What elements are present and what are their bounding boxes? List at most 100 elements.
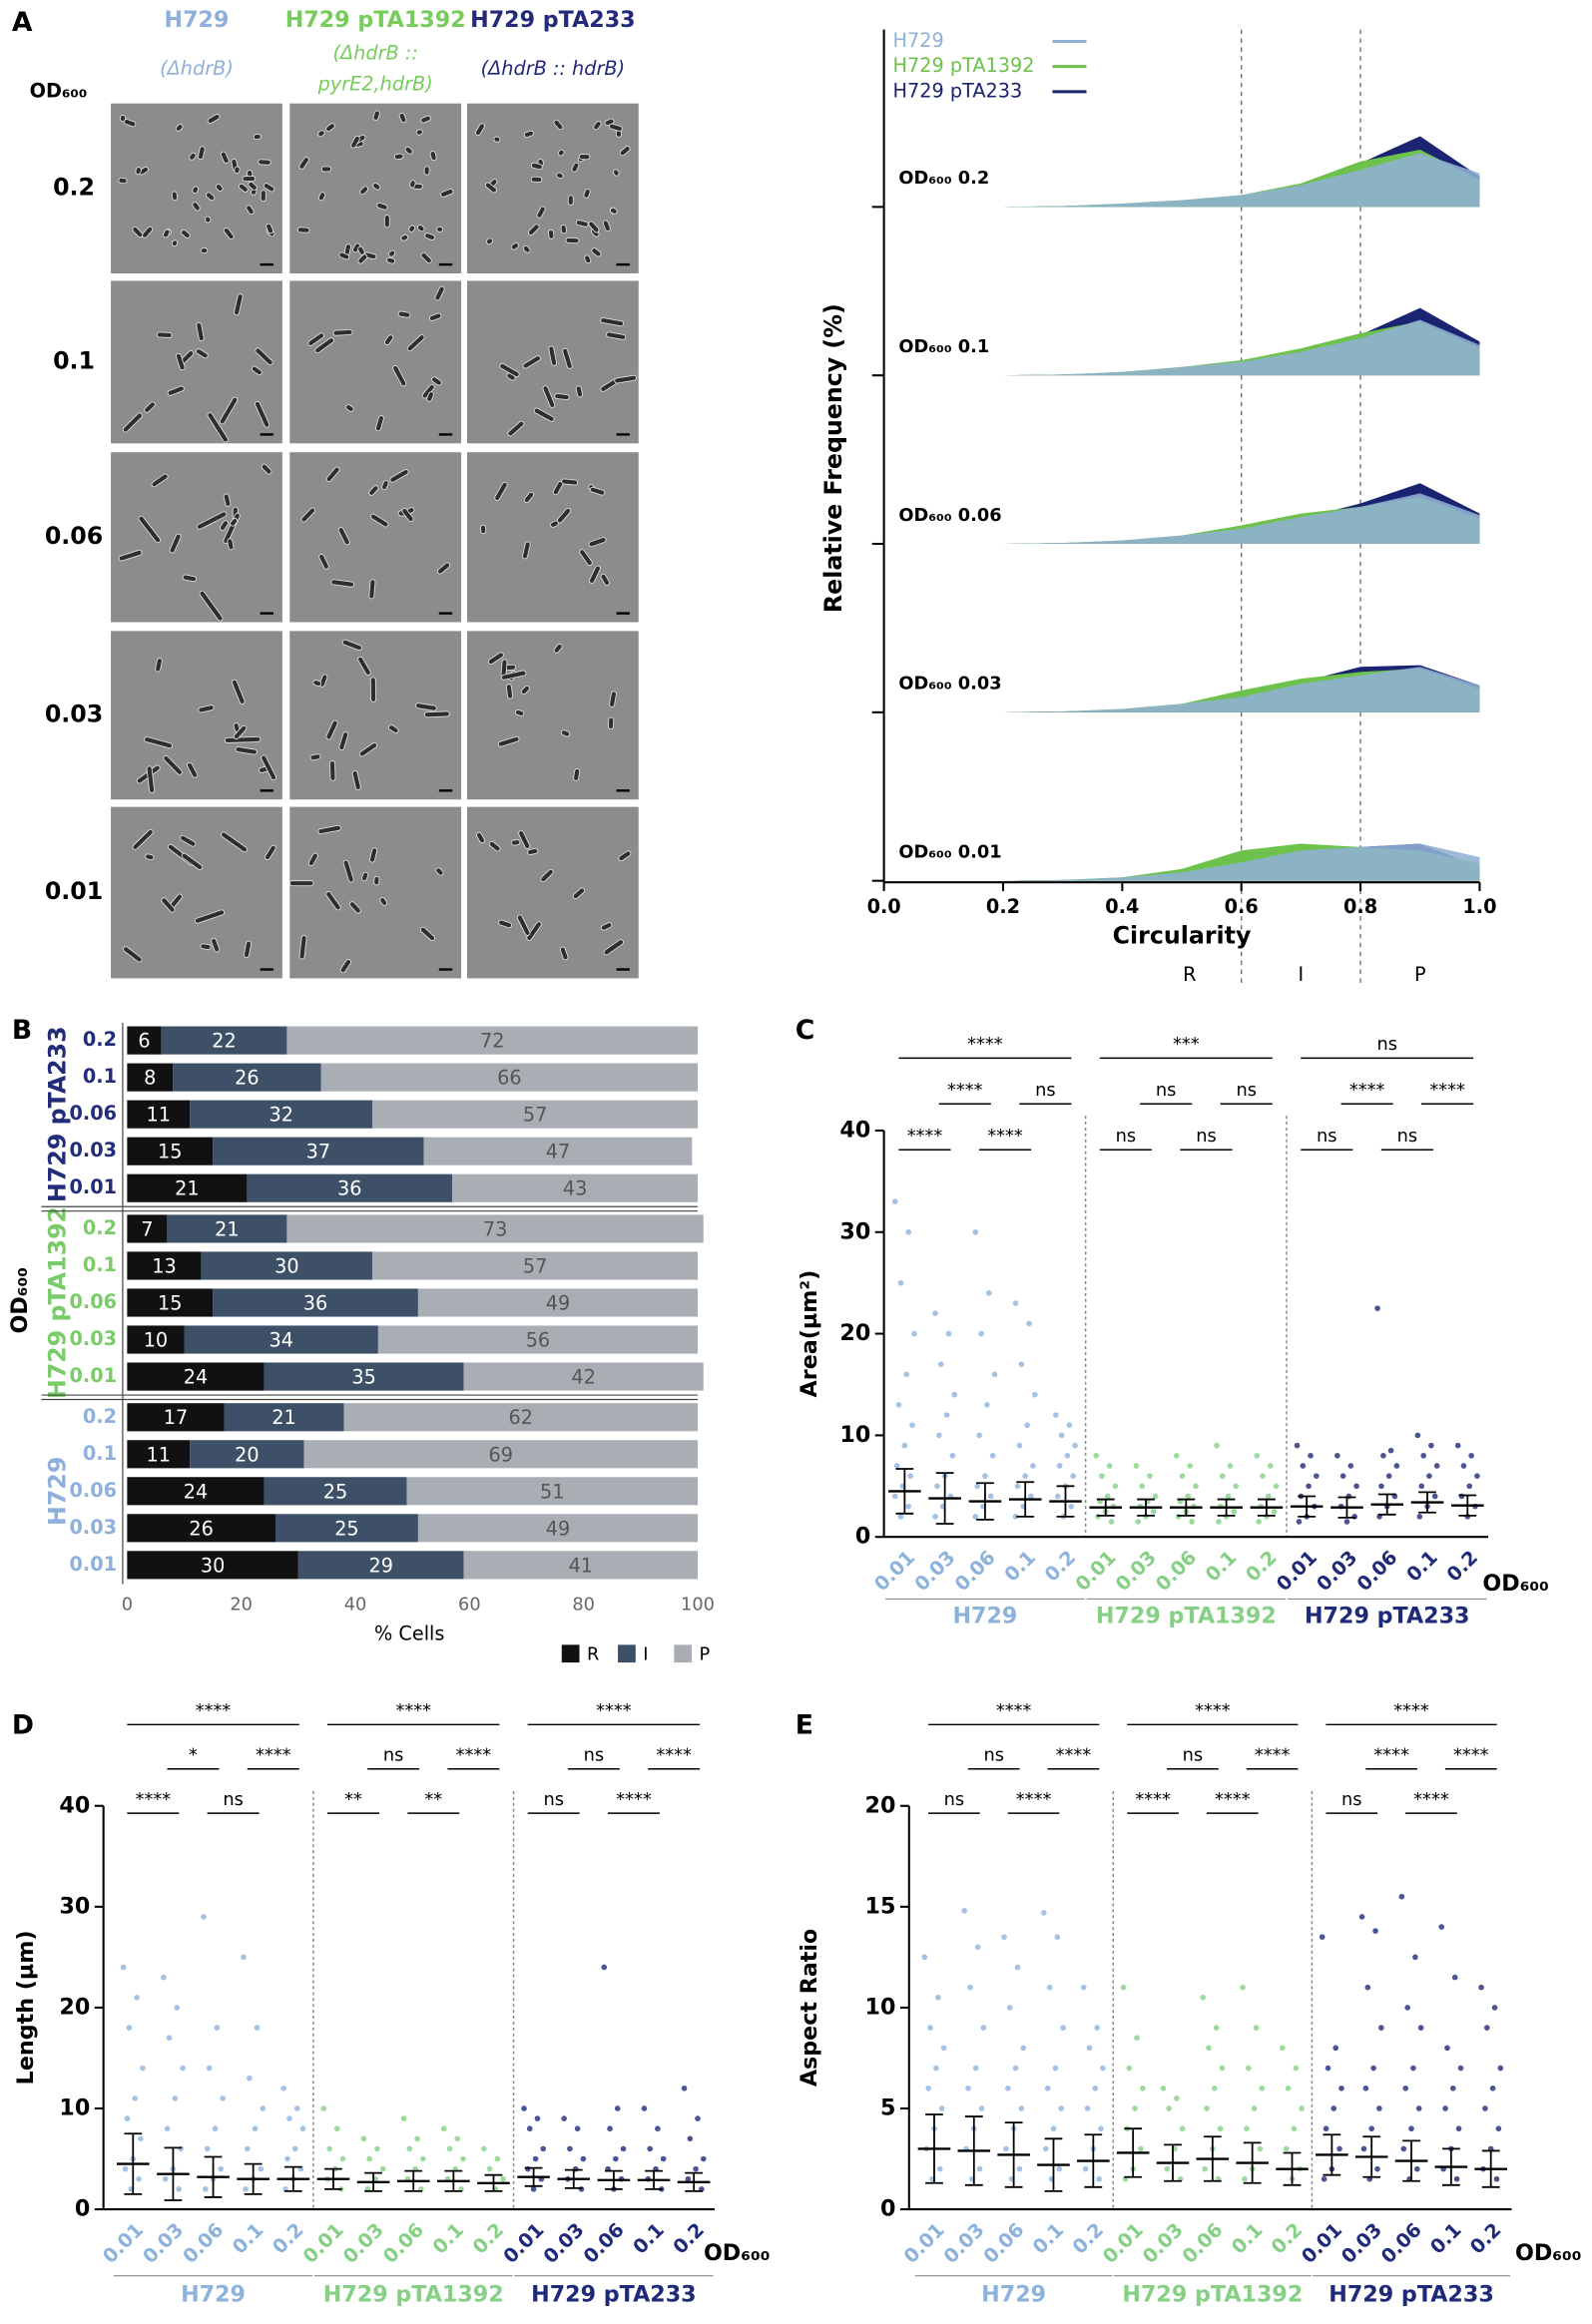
- significance-label: ****: [1215, 1790, 1251, 1810]
- data-point: [1332, 2045, 1339, 2052]
- data-point: [400, 2115, 407, 2121]
- data-point: [1120, 1984, 1127, 1991]
- data-point: [1438, 1924, 1445, 1930]
- bar-segment: [127, 1403, 225, 1432]
- data-point: [379, 2165, 386, 2172]
- data-point: [1325, 2065, 1331, 2072]
- cell: [523, 491, 535, 504]
- data-point: [1093, 1452, 1099, 1459]
- data-point: [607, 2125, 613, 2132]
- data-point: [601, 1964, 608, 1971]
- micrograph: [111, 452, 282, 623]
- cell: [296, 227, 310, 233]
- cell: [196, 321, 205, 342]
- data-point: [1267, 1463, 1274, 1469]
- cell: [416, 225, 425, 232]
- cell: [434, 285, 445, 301]
- data-point: [247, 2075, 253, 2082]
- bar-value-label: 72: [480, 1030, 505, 1053]
- data-point: [124, 2115, 131, 2121]
- cell: [196, 348, 209, 359]
- cell: [401, 508, 414, 523]
- data-point: [1412, 1954, 1418, 1961]
- cell: [156, 331, 173, 338]
- bar-segment: [213, 1288, 418, 1317]
- y-tick-label: 0: [855, 1524, 870, 1550]
- region-label: R: [1183, 963, 1196, 986]
- row-label: 0.2: [53, 173, 95, 201]
- data-point: [972, 1514, 979, 1520]
- data-point: [1126, 2065, 1133, 2072]
- data-point: [961, 1908, 967, 1914]
- cell: [553, 643, 563, 654]
- bar-segment: [417, 1288, 699, 1317]
- cell: [375, 415, 384, 432]
- column-title: H729 pTA1392: [285, 7, 466, 33]
- data-point: [122, 2165, 129, 2172]
- data-point: [1044, 2085, 1051, 2092]
- data-point: [1497, 2065, 1504, 2072]
- data-point: [655, 2125, 661, 2132]
- cell: [255, 347, 273, 366]
- data-point: [1133, 1463, 1140, 1469]
- data-point: [1393, 1463, 1400, 1469]
- cell: [376, 202, 388, 211]
- cell: [588, 221, 600, 233]
- bar-segment: [201, 1251, 373, 1280]
- significance-label: ns: [383, 1745, 404, 1765]
- cell: [298, 935, 307, 960]
- data-point: [525, 2165, 531, 2172]
- row-label: 0.03: [69, 1516, 117, 1539]
- data-point: [974, 1944, 981, 1951]
- significance-label: ****: [1453, 1745, 1489, 1765]
- cell: [265, 844, 276, 861]
- cell: [431, 376, 442, 386]
- micrograph: [289, 280, 462, 444]
- bar-value-label: 21: [215, 1217, 239, 1240]
- data-point: [1457, 2065, 1464, 2072]
- bar-segment: [423, 1137, 693, 1165]
- cell: [260, 190, 266, 203]
- data-point: [1449, 2085, 1456, 2092]
- cell: [429, 151, 437, 162]
- data-point: [1138, 2145, 1144, 2152]
- significance-label: ****: [596, 1701, 632, 1721]
- bar-value-label: 57: [523, 1254, 548, 1277]
- data-point: [1478, 1984, 1484, 1991]
- row-label: 0.1: [83, 1065, 117, 1088]
- micrograph: [289, 806, 462, 979]
- cell: [437, 562, 451, 575]
- group-label: H729 pTA233: [1328, 2281, 1494, 2307]
- data-point: [1442, 2105, 1448, 2111]
- data-point: [1482, 2105, 1488, 2111]
- data-point: [932, 1514, 938, 1520]
- cell: [514, 708, 525, 716]
- data-point: [1413, 2165, 1420, 2172]
- panel-letter: D: [12, 1709, 34, 1740]
- y-axis-label: Aspect Ratio: [796, 1929, 822, 2087]
- cell: [556, 172, 564, 180]
- cell: [263, 183, 275, 193]
- cell: [175, 124, 184, 132]
- data-point: [126, 2025, 133, 2031]
- data-point: [1242, 2175, 1248, 2182]
- data-point: [1189, 1519, 1195, 1525]
- x-tick-label: 100: [681, 1595, 715, 1615]
- bar-value-label: 22: [212, 1030, 237, 1053]
- bar-segment: [127, 1137, 214, 1165]
- data-point: [1334, 1452, 1340, 1459]
- data-point: [945, 1330, 952, 1337]
- ridge-label: OD₆₀₀ 0.1: [898, 337, 989, 357]
- bar-value-label: 10: [144, 1328, 168, 1351]
- cell: [557, 149, 565, 157]
- bar-segment: [127, 1251, 202, 1280]
- cell: [379, 897, 388, 906]
- data-point: [1006, 2005, 1013, 2011]
- cell: [600, 573, 611, 586]
- bar-value-label: 15: [158, 1291, 182, 1314]
- cell: [138, 515, 162, 544]
- cell: [372, 110, 380, 121]
- data-point: [1347, 1463, 1354, 1469]
- data-point: [1408, 2125, 1414, 2132]
- data-point: [685, 2175, 692, 2182]
